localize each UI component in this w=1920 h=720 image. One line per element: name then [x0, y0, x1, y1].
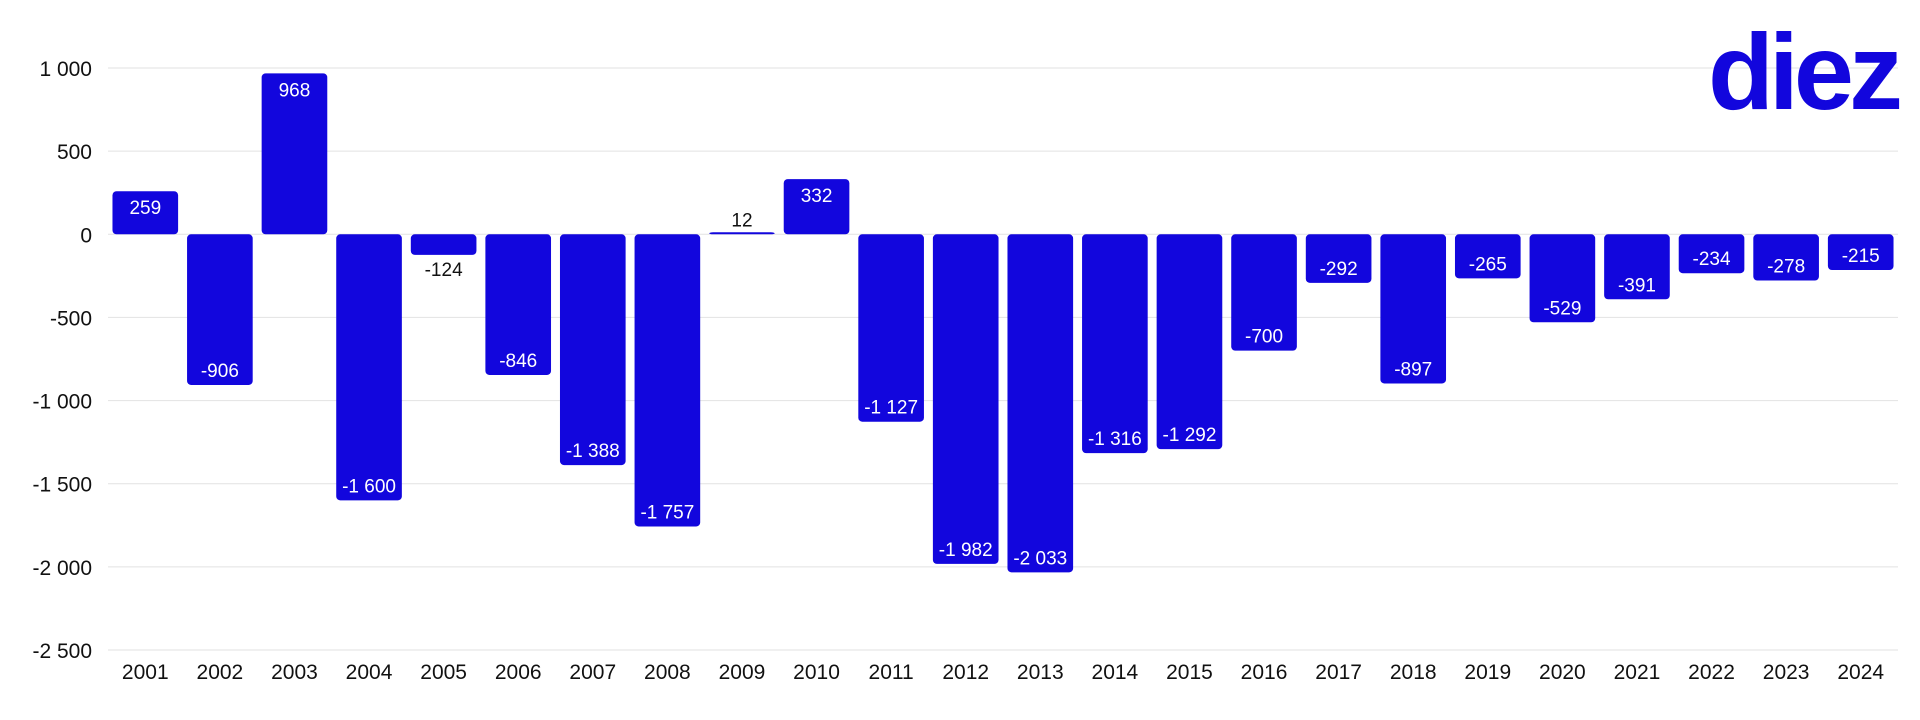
bar-2015	[1156, 234, 1223, 450]
bar-2001	[112, 191, 179, 235]
bar-2020	[1529, 234, 1596, 323]
bar-2019	[1454, 234, 1521, 279]
bar-2006	[485, 234, 552, 375]
bar-2021	[1604, 234, 1670, 300]
x-tick-label: 2004	[346, 661, 393, 684]
x-tick-label: 2024	[1837, 661, 1884, 684]
x-tick-label: 2019	[1464, 661, 1511, 684]
bar-2018	[1380, 234, 1447, 384]
x-tick-label: 2003	[271, 661, 318, 684]
x-tick-label: 2009	[719, 661, 766, 684]
value-label: -1 292	[1163, 425, 1217, 446]
bar-2023	[1753, 234, 1819, 281]
x-tick-label: 2010	[793, 661, 840, 684]
value-label: -1 316	[1088, 429, 1142, 450]
value-label: 259	[129, 198, 161, 219]
bar-2002	[187, 234, 253, 385]
x-tick-label: 2008	[644, 661, 691, 684]
x-tick-label: 2017	[1315, 661, 1362, 684]
x-tick-label: 2023	[1763, 661, 1810, 684]
value-label: -700	[1245, 327, 1283, 348]
y-tick-label: 1 000	[39, 58, 92, 81]
bar-2004	[336, 234, 402, 501]
value-label: -265	[1469, 254, 1507, 275]
value-label: -215	[1842, 246, 1880, 267]
y-tick-label: -1 500	[32, 474, 92, 497]
bar-2005	[410, 234, 477, 255]
data-labels: 259 -906 968 -1 600 -124 -846 -1 388 -1 757 12 33…	[129, 80, 1879, 569]
value-label: -1 388	[566, 441, 620, 462]
value-label: 12	[731, 210, 752, 231]
value-label: -529	[1543, 298, 1581, 319]
y-tick-label: -1 000	[32, 391, 92, 414]
x-tick-label: 2022	[1688, 661, 1735, 684]
value-label: -906	[201, 361, 239, 382]
x-tick-label: 2014	[1092, 661, 1139, 684]
diez-logo: diez	[1707, 11, 1903, 132]
bar-2013	[1007, 234, 1074, 573]
x-axis: 2001 2002 2003 2004 2005 2006 2007 2008 2009 2010…	[122, 661, 1884, 684]
x-tick-label: 2015	[1166, 661, 1213, 684]
value-label: -391	[1618, 275, 1656, 296]
bar-2009	[709, 232, 775, 235]
y-tick-label: 500	[57, 141, 92, 164]
x-tick-label: 2013	[1017, 661, 1064, 684]
value-label: -846	[499, 351, 537, 372]
x-tick-label: 2011	[869, 661, 914, 684]
x-tick-label: 2006	[495, 661, 542, 684]
value-label: -234	[1693, 249, 1731, 270]
value-label: -124	[425, 260, 463, 281]
bar-2016	[1231, 234, 1297, 351]
value-label: -278	[1767, 257, 1805, 278]
bar-2012	[932, 234, 999, 564]
x-tick-label: 2021	[1614, 661, 1661, 684]
bars	[112, 73, 1894, 573]
y-tick-label: -2 500	[32, 640, 92, 663]
value-label: -1 127	[864, 398, 918, 419]
bar-2014	[1082, 234, 1148, 454]
value-label: 332	[801, 186, 833, 207]
y-tick-label: 0	[80, 224, 92, 247]
value-label: 968	[279, 80, 311, 101]
y-axis: 1 000 500 0 -500 -1 000 -1 500 -2 000 -2 500	[32, 58, 92, 663]
value-label: -2 033	[1013, 548, 1067, 569]
bar-2007	[559, 234, 626, 466]
gridlines	[108, 67, 1898, 651]
y-tick-label: -2 000	[32, 557, 92, 580]
bar-2024	[1827, 234, 1894, 271]
value-label: -1 757	[640, 502, 694, 523]
bar-2008	[634, 234, 701, 527]
value-label: -292	[1320, 259, 1358, 280]
bar-2011	[858, 234, 924, 422]
value-label: -1 600	[342, 476, 396, 497]
x-tick-label: 2020	[1539, 661, 1586, 684]
bar-2017	[1305, 234, 1372, 283]
x-tick-label: 2016	[1241, 661, 1288, 684]
x-tick-label: 2005	[420, 661, 467, 684]
bar-2022	[1678, 234, 1745, 274]
x-tick-label: 2007	[569, 661, 616, 684]
x-tick-label: 2018	[1390, 661, 1437, 684]
x-tick-label: 2002	[197, 661, 244, 684]
bar-2010	[783, 179, 850, 235]
y-tick-label: -500	[50, 307, 92, 330]
x-tick-label: 2012	[942, 661, 989, 684]
bar-2003	[261, 73, 328, 235]
value-label: -1 982	[939, 540, 993, 561]
x-tick-label: 2001	[122, 661, 169, 684]
value-label: -897	[1394, 359, 1432, 380]
